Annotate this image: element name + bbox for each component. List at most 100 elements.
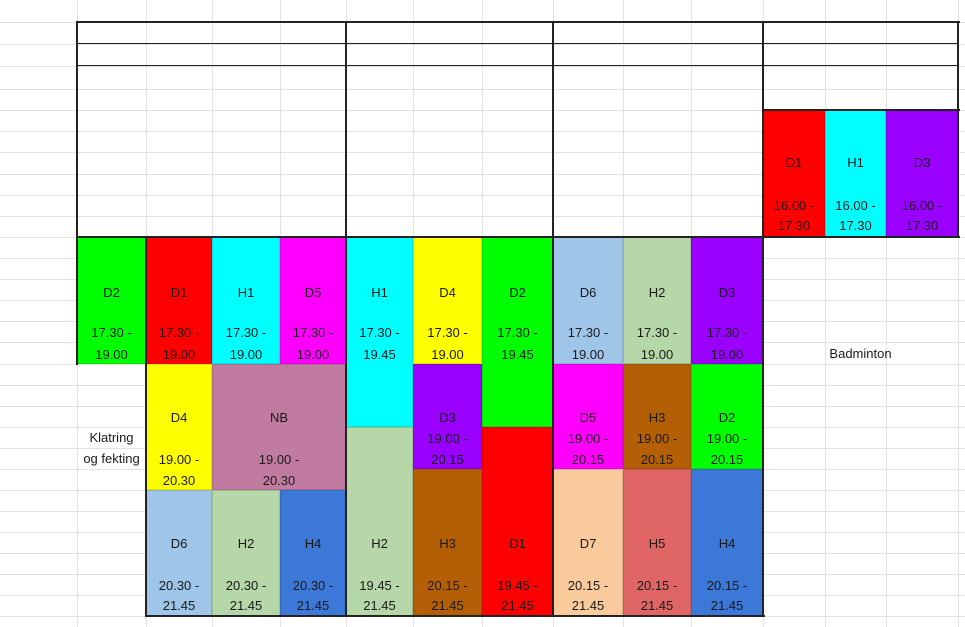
- session-time-start: 19.00 -: [258, 452, 300, 467]
- lane-header: [212, 44, 280, 65]
- time-label: [4, 512, 76, 533]
- session-time-end: 21.45: [162, 598, 196, 613]
- session-group: H1: [237, 285, 255, 300]
- grid-col-line: [825, 0, 826, 627]
- session-block[interactable]: D6 20.30 - 21.45: [146, 490, 212, 616]
- session-block[interactable]: D3 16.00 - 17.30: [886, 110, 958, 237]
- session-group: H1: [371, 285, 388, 300]
- session-time-start: 20.15 -: [427, 578, 468, 593]
- border-line: [763, 109, 960, 111]
- session-block[interactable]: H4 20.15 - 21.45: [691, 469, 763, 616]
- session-group: H2: [371, 536, 388, 551]
- session-time-end: 19.45: [363, 347, 396, 362]
- session-group: H3: [439, 536, 456, 551]
- session-block[interactable]: H3 19.00 - 20.15: [623, 364, 691, 469]
- day-header: [763, 22, 958, 43]
- session-group: D6: [170, 536, 188, 551]
- border-line: [762, 21, 764, 617]
- time-label: [4, 132, 76, 153]
- session-time-start: 17.30 -: [636, 325, 678, 340]
- venue-label: [77, 68, 346, 89]
- session-time-start: 19.00 -: [636, 431, 678, 446]
- venue-label: [553, 68, 763, 89]
- session-time-start: 17.30 -: [225, 325, 267, 340]
- lane-header: [280, 44, 346, 65]
- session-block[interactable]: H3 20.15 - 21.45: [413, 469, 482, 616]
- lane-header: [77, 44, 146, 65]
- session-time-start: 19.00 -: [158, 452, 200, 467]
- session-time-end: 21.45: [710, 598, 744, 613]
- time-label: [4, 554, 76, 575]
- activity-label: Klatring: [89, 430, 134, 445]
- border-line: [552, 21, 554, 617]
- session-time-start: 17.30 -: [427, 325, 468, 340]
- session-group: H1: [847, 155, 864, 170]
- session-group: D3: [913, 155, 931, 170]
- session-block[interactable]: D5 17.30 - 19.00: [280, 237, 346, 364]
- session-group: D1: [785, 155, 803, 170]
- session-block[interactable]: H1 17.30 - 19.00: [212, 237, 280, 364]
- session-block[interactable]: D2 19.00 - 20.15: [691, 364, 763, 469]
- day-header: [77, 22, 346, 43]
- session-group: D4: [170, 410, 188, 425]
- session-block[interactable]: H4 20.30 - 21.45: [280, 490, 346, 616]
- lane-header: [763, 44, 825, 65]
- session-block[interactable]: NB 19.00 - 20.30: [212, 364, 346, 490]
- session-block[interactable]: D2 17.30 - 19.00: [77, 237, 146, 364]
- session-block[interactable]: D7 20.15 - 21.45: [553, 469, 623, 616]
- border-line: [77, 65, 959, 66]
- session-block[interactable]: D1 16.00 - 17.30: [763, 110, 825, 237]
- session-group: H4: [718, 536, 736, 551]
- time-label: [4, 217, 76, 238]
- session-block[interactable]: H5 20.15 - 21.45: [623, 469, 691, 616]
- session-time-start: 16.00 -: [901, 198, 943, 213]
- session-time-end: 19.00: [229, 347, 263, 362]
- session-block[interactable]: H2 17.30 - 19.00: [623, 237, 691, 364]
- time-label: [4, 596, 76, 617]
- session-block[interactable]: D5 19.00 - 20.15: [553, 364, 623, 469]
- session-time-end: 19.00: [95, 347, 128, 362]
- time-label: [4, 470, 76, 491]
- session-group: D6: [579, 285, 597, 300]
- session-group: H2: [237, 536, 255, 551]
- session-time-start: 19.00 -: [567, 431, 609, 446]
- session-group: D2: [718, 410, 736, 425]
- lane-header: [413, 44, 482, 65]
- lane-header: [482, 44, 553, 65]
- session-block[interactable]: D4 19.00 - 20.30: [146, 364, 212, 490]
- session-time-end: 17.30: [905, 218, 939, 233]
- session-block[interactable]: H1 17.30 - 19.45: [346, 237, 413, 427]
- session-time-start: 16.00 -: [835, 198, 876, 213]
- session-block[interactable]: D4 17.30 - 19.00: [413, 237, 482, 364]
- session-time-start: 16.00 -: [773, 198, 815, 213]
- session-block[interactable]: D6 17.30 - 19.00: [553, 237, 623, 364]
- session-block[interactable]: D1 19.45 - 21.45: [482, 427, 553, 616]
- session-group: D1: [509, 536, 526, 551]
- session-time-end: 21.45: [363, 598, 396, 613]
- border-line: [77, 43, 959, 44]
- session-time-start: 17.30 -: [497, 325, 538, 340]
- venue-label: [346, 68, 553, 89]
- lane-header: [825, 44, 886, 65]
- session-time-end: 19.45: [501, 347, 534, 362]
- session-time-end: 20.15: [431, 452, 464, 467]
- border-line: [763, 236, 960, 238]
- session-block[interactable]: D3 17.30 - 19.00: [691, 237, 763, 364]
- session-time-end: 19.00: [162, 347, 196, 362]
- session-block[interactable]: H2 20.30 - 21.45: [212, 490, 280, 616]
- session-time-start: 20.15 -: [567, 578, 609, 593]
- session-block[interactable]: D3 19.00 - 20.15: [413, 364, 482, 469]
- activity-label: Badminton: [829, 346, 892, 361]
- session-time-start: 17.30 -: [292, 325, 334, 340]
- session-time-start: 19.45 -: [359, 578, 400, 593]
- session-block[interactable]: H2 19.45 - 21.45: [346, 427, 413, 616]
- session-time-start: 17.30 -: [567, 325, 609, 340]
- time-label: [4, 90, 76, 111]
- session-group: H4: [304, 536, 322, 551]
- time-label: [4, 428, 76, 449]
- border-line: [146, 615, 765, 617]
- session-time-start: 20.15 -: [636, 578, 678, 593]
- session-block[interactable]: D2 17.30 - 19.45: [482, 237, 553, 427]
- session-block[interactable]: D1 17.30 - 19.00: [146, 237, 212, 364]
- session-block[interactable]: H1 16.00 - 17.30: [825, 110, 886, 237]
